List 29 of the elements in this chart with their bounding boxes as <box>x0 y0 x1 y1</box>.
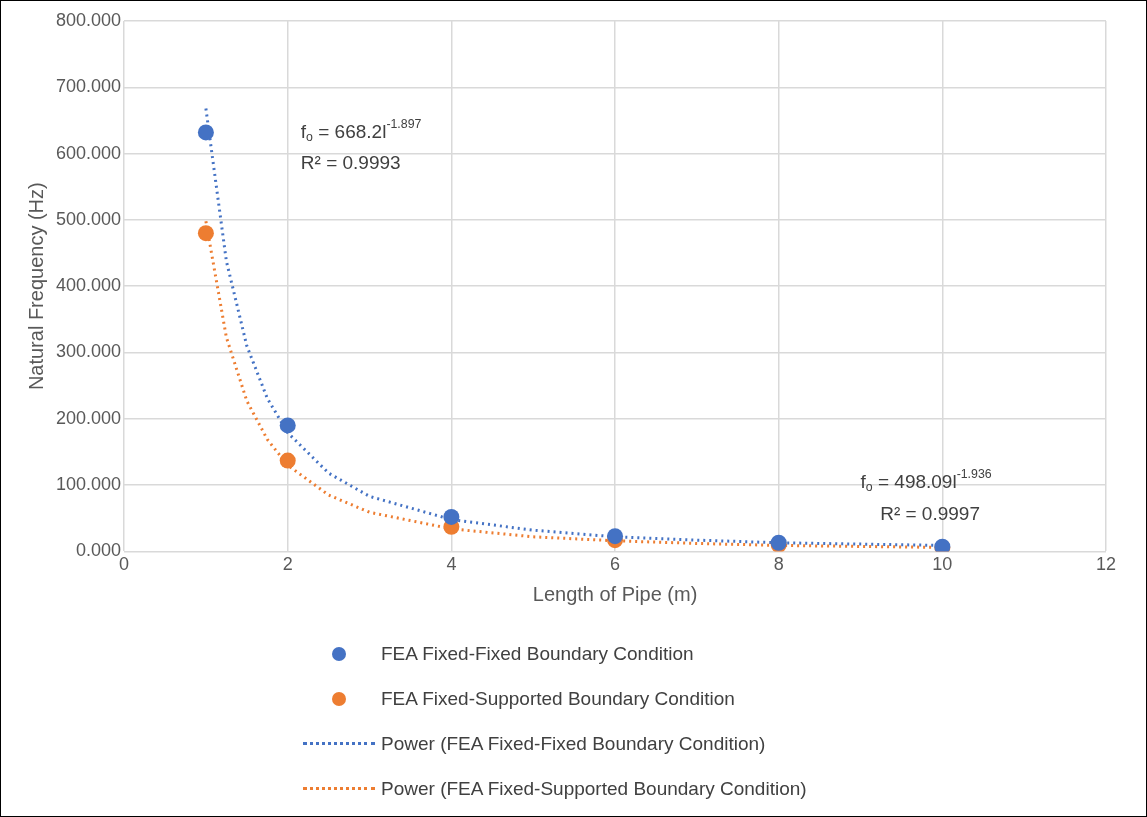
y-tick-label: 100.000 <box>55 474 122 495</box>
legend-label: Power (FEA Fixed-Supported Boundary Condition) <box>381 777 807 800</box>
x-axis-title: Length of Pipe (m) <box>532 582 698 605</box>
legend-label: Power (FEA Fixed-Fixed Boundary Condition) <box>381 732 766 755</box>
point <box>279 452 296 469</box>
legend-label: FEA Fixed-Supported Boundary Condition <box>381 687 735 710</box>
x-tick-label: 12 <box>1095 554 1117 575</box>
x-tick-label: 8 <box>773 554 784 575</box>
point <box>197 124 214 141</box>
annotation: R² = 0.9993 <box>300 152 401 174</box>
y-axis-title: Natural Frequency (Hz) <box>24 182 47 391</box>
x-tick-label: 0 <box>119 554 130 575</box>
y-tick-label: 200.000 <box>55 407 122 428</box>
y-tick-label: 300.000 <box>55 341 122 362</box>
point <box>279 417 296 434</box>
x-tick-label: 6 <box>610 554 621 575</box>
annotation: R² = 0.9997 <box>880 502 980 524</box>
y-tick-label: 700.000 <box>55 76 122 97</box>
legend-label: FEA Fixed-Fixed Boundary Condition <box>381 642 694 665</box>
x-tick-label: 4 <box>446 554 457 575</box>
y-tick-label: 400.000 <box>55 275 122 296</box>
point <box>197 225 214 242</box>
x-tick-label: 10 <box>932 554 953 575</box>
y-tick-label: 800.000 <box>55 9 122 30</box>
point <box>607 528 624 545</box>
y-tick-label: 500.000 <box>55 208 122 229</box>
x-tick-label: 2 <box>282 554 293 575</box>
y-tick-label: 600.000 <box>55 142 122 163</box>
point <box>443 508 460 525</box>
